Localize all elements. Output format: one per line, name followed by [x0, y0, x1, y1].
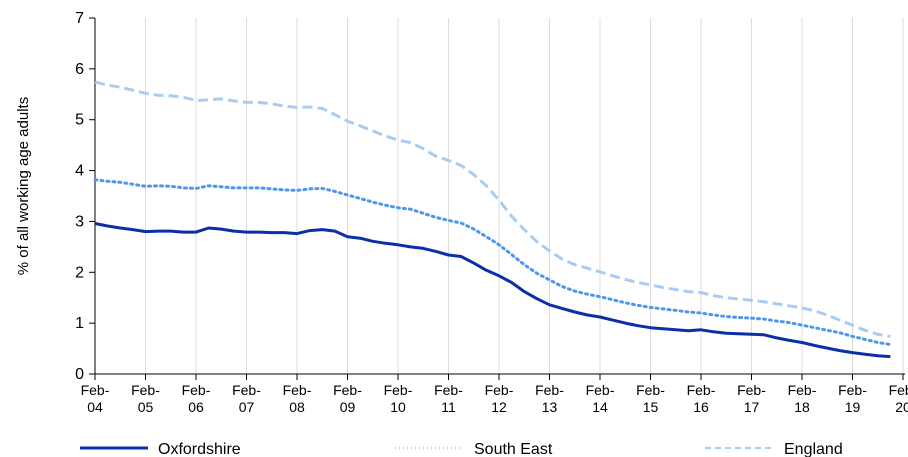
x-tick-label: Feb-: [737, 382, 766, 398]
x-tick-label: Feb-: [838, 382, 867, 398]
x-tick-label: 06: [188, 399, 204, 415]
x-tick-label: Feb-: [384, 382, 413, 398]
x-tick-label: 11: [441, 399, 456, 415]
y-tick-label: 7: [75, 10, 84, 27]
x-tick-label: Feb-: [333, 382, 362, 398]
series-line-england: [94, 80, 891, 338]
y-tick-label: 4: [75, 163, 84, 180]
x-tick-label: 17: [744, 399, 760, 415]
x-tick-label: 14: [592, 399, 608, 415]
x-tick-label: Feb-: [636, 382, 665, 398]
y-tick-label: 2: [75, 264, 84, 281]
legend: Oxfordshire South East England: [80, 441, 843, 457]
x-tick-label: Feb-: [788, 382, 817, 398]
x-tick-label: 07: [239, 399, 255, 415]
x-tick-label: Feb-: [131, 382, 160, 398]
x-tick-label: Feb-: [81, 382, 110, 398]
x-tick-label: 05: [138, 399, 154, 415]
x-tick-label: 18: [794, 399, 810, 415]
x-tick-label: 09: [340, 399, 356, 415]
y-tick-label: 3: [75, 213, 84, 230]
y-tick-label: 5: [75, 112, 84, 129]
series-lines: [93, 80, 892, 359]
legend-item-south-east[interactable]: South East: [395, 441, 553, 457]
x-tick-label: 04: [87, 399, 103, 415]
x-tick-label: Feb-: [889, 382, 908, 398]
y-tick-label: 0: [75, 366, 84, 383]
x-tick-label: Feb-: [535, 382, 564, 398]
x-tick-label: Feb-: [182, 382, 211, 398]
legend-label-south-east: South East: [474, 441, 553, 457]
x-tick-label: 19: [845, 399, 861, 415]
x-tick-label: 16: [693, 399, 709, 415]
x-tick-label: Feb-: [434, 382, 463, 398]
x-tick-label: Feb-: [283, 382, 312, 398]
axes: [89, 17, 905, 380]
legend-label-oxfordshire: Oxfordshire: [158, 441, 241, 457]
y-axis-label: % of all working age adults: [15, 97, 32, 275]
x-tick-label: Feb-: [485, 382, 514, 398]
x-tick-label: 08: [289, 399, 305, 415]
x-tick-label: 13: [542, 399, 558, 415]
x-tick-label: Feb-: [687, 382, 716, 398]
y-tick-labels: 0 1 2 3 4 5 6 7: [75, 10, 84, 383]
x-tick-label: 12: [491, 399, 507, 415]
x-tick-label: Feb-: [586, 382, 615, 398]
x-tick-label: Feb-: [232, 382, 261, 398]
x-tick-label: 10: [390, 399, 406, 415]
series-line-oxfordshire: [94, 222, 891, 359]
series-line-south-east: [93, 178, 892, 346]
y-tick-label: 6: [75, 61, 84, 78]
x-tick-label: 20: [895, 399, 908, 415]
legend-label-england: England: [784, 441, 843, 457]
x-tick-labels: Feb-04Feb-05Feb-06Feb-07Feb-08Feb-09Feb-…: [81, 382, 908, 415]
x-tick-label: 15: [643, 399, 659, 415]
legend-item-england[interactable]: England: [705, 441, 843, 457]
y-tick-label: 1: [75, 315, 84, 332]
gridlines: [145, 18, 904, 374]
legend-item-oxfordshire[interactable]: Oxfordshire: [80, 441, 241, 457]
